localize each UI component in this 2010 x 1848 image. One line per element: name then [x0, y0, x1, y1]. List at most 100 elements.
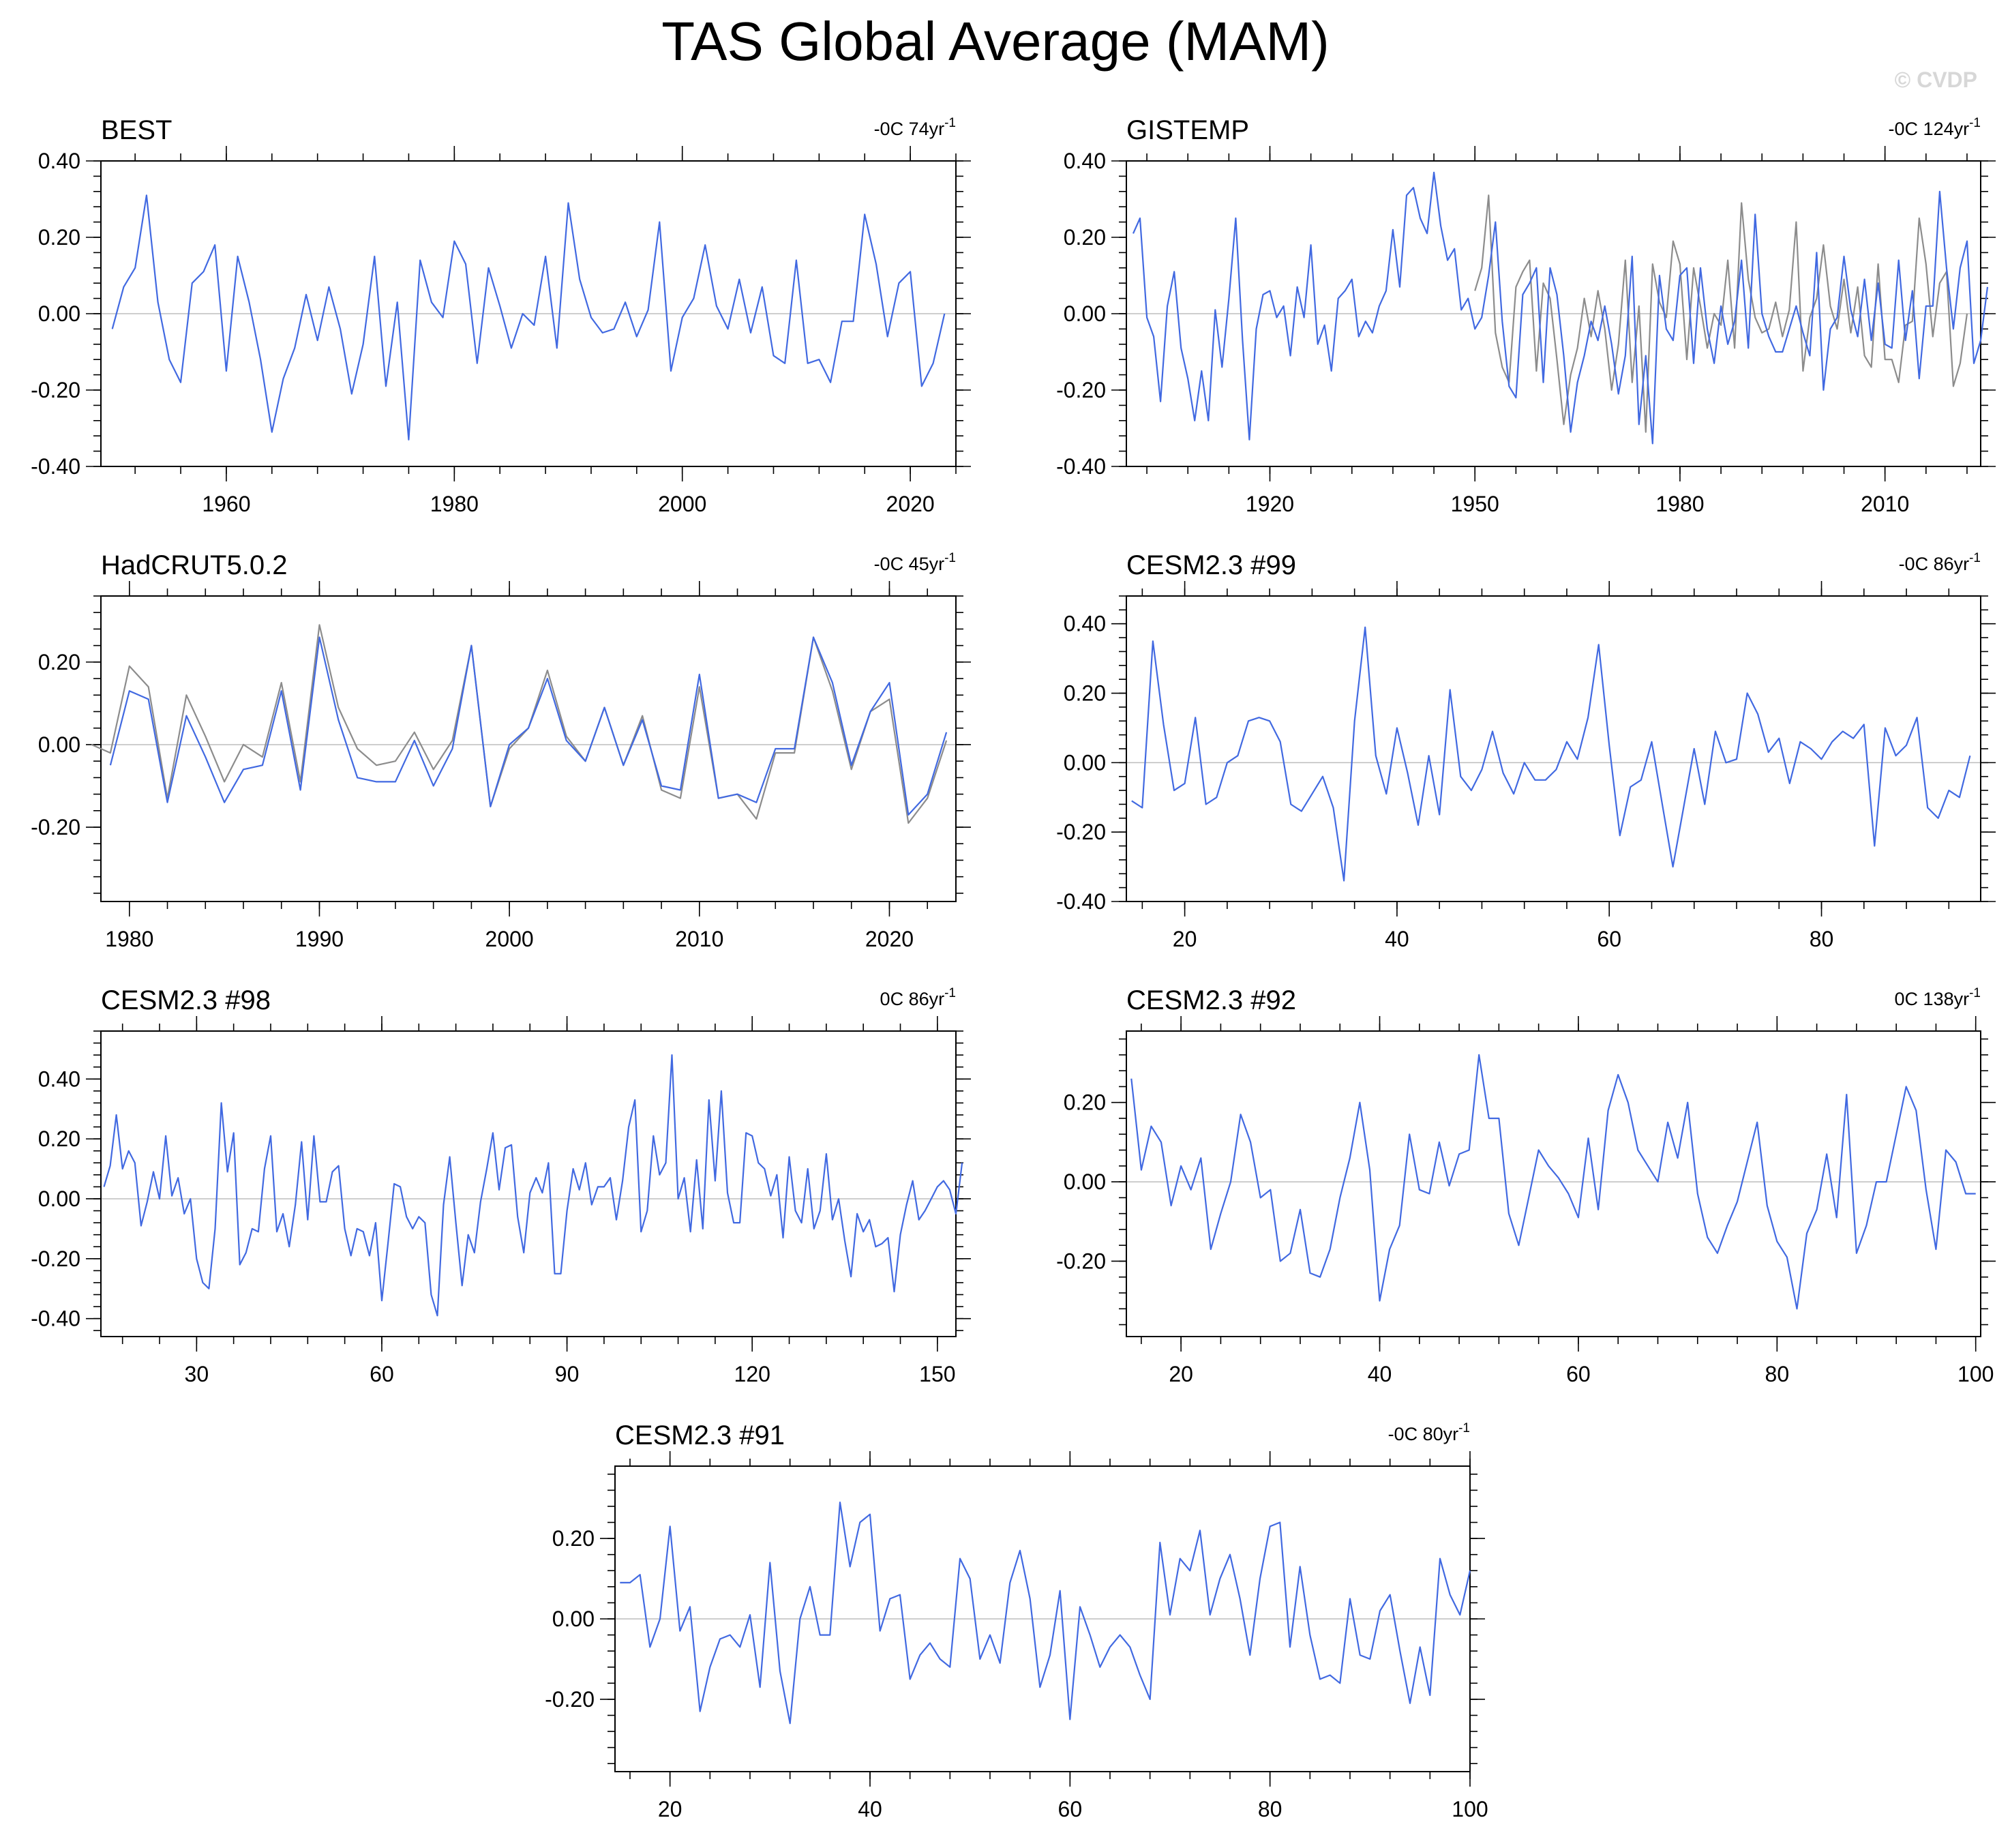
- y-tick-label: 0.00: [552, 1607, 595, 1631]
- x-tick-label: 120: [734, 1362, 770, 1386]
- trend-value: 0C 138yr: [1895, 989, 1970, 1009]
- x-tick-label: 1960: [202, 492, 250, 516]
- plot-frame: [100, 1030, 957, 1337]
- x-tick-label: 40: [858, 1797, 882, 1821]
- trend-exponent: -1: [944, 551, 956, 565]
- x-tick-label: 30: [185, 1362, 209, 1386]
- y-tick-label: -0.40: [31, 1307, 80, 1331]
- plot-frame: [1126, 595, 1981, 902]
- series-line-secondary: [1474, 194, 1968, 433]
- figure-title: TAS Global Average (MAM): [661, 11, 1330, 72]
- panel-title: GISTEMP: [1126, 115, 1249, 145]
- y-tick-label: -0.20: [31, 378, 80, 402]
- y-tick-label: 0.20: [1064, 225, 1106, 250]
- chart-panel-best: BEST -0C 74yr-1 -0.40 -0.20 0.00 0.20 0.40 1960…: [31, 115, 971, 516]
- trend-label: 0C 138yr-1: [1895, 986, 1981, 1009]
- x-tick-label: 20: [1169, 1362, 1193, 1386]
- y-tick-label: 0.40: [38, 1067, 80, 1091]
- x-tick-label: 100: [1452, 1797, 1488, 1821]
- series-line-primary: [1132, 171, 1989, 445]
- x-tick-label: 100: [1957, 1362, 1994, 1386]
- x-tick-label: 1990: [295, 927, 344, 951]
- series-line-primary: [103, 1054, 963, 1317]
- trend-value: -0C 80yr: [1388, 1424, 1459, 1444]
- y-tick-label: 0.20: [38, 1127, 80, 1151]
- chart-panel-cesm2-3-98: CESM2.3 #98 0C 86yr-1 -0.40 -0.20 0.00 0.20 0.…: [31, 985, 971, 1386]
- x-tick-label: 1980: [430, 492, 479, 516]
- series-line-primary: [1130, 1054, 1976, 1310]
- panel-title: CESM2.3 #91: [615, 1420, 785, 1450]
- y-tick-label: 0.20: [38, 650, 80, 674]
- trend-label: -0C 45yr-1: [874, 551, 956, 574]
- x-tick-label: 20: [658, 1797, 682, 1821]
- trend-exponent: -1: [944, 986, 956, 1000]
- x-tick-label: 60: [370, 1362, 394, 1386]
- x-tick-label: 1980: [1655, 492, 1704, 516]
- series-line-primary: [109, 636, 948, 816]
- panel-title: HadCRUT5.0.2: [101, 550, 287, 580]
- x-tick-label: 2000: [485, 927, 534, 951]
- y-tick-label: -0.20: [1056, 1249, 1106, 1273]
- x-tick-label: 60: [1566, 1362, 1591, 1386]
- trend-exponent: -1: [1458, 1421, 1470, 1435]
- x-tick-label: 90: [555, 1362, 580, 1386]
- trend-label: -0C 80yr-1: [1388, 1421, 1470, 1444]
- x-tick-label: 150: [919, 1362, 955, 1386]
- chart-panel-cesm2-3-99: CESM2.3 #99 -0C 86yr-1 -0.40 -0.20 0.00 0.20 0…: [1056, 550, 1996, 951]
- x-tick-label: 40: [1368, 1362, 1392, 1386]
- y-tick-label: -0.20: [1056, 378, 1106, 402]
- chart-panel-cesm2-3-91: CESM2.3 #91 -0C 80yr-1 -0.20 0.00 0.20 20 40 60…: [545, 1420, 1488, 1821]
- x-tick-label: 2010: [675, 927, 723, 951]
- y-tick-label: 0.00: [1064, 1169, 1106, 1194]
- trend-exponent: -1: [1969, 986, 1981, 1000]
- y-tick-label: -0.20: [31, 1247, 80, 1271]
- x-tick-label: 60: [1597, 927, 1621, 951]
- x-tick-label: 2020: [865, 927, 914, 951]
- y-tick-label: 0.20: [38, 225, 80, 250]
- y-tick-label: -0.40: [31, 454, 80, 479]
- y-tick-label: -0.20: [1056, 820, 1106, 844]
- y-tick-label: 0.20: [552, 1526, 595, 1551]
- x-tick-label: 80: [1810, 927, 1834, 951]
- y-tick-label: 0.00: [38, 732, 80, 757]
- trend-label: -0C 86yr-1: [1899, 551, 1981, 574]
- y-tick-label: 0.40: [1064, 149, 1106, 173]
- panel-title: CESM2.3 #98: [101, 985, 271, 1015]
- x-tick-label: 2020: [886, 492, 935, 516]
- chart-panel-hadcrut5-0-2: HadCRUT5.0.2 -0C 45yr-1 -0.20 0.00 0.20 1980 1…: [31, 550, 971, 951]
- trend-exponent: -1: [1969, 551, 1981, 565]
- trend-exponent: -1: [1969, 116, 1981, 130]
- plot-frame: [1126, 1030, 1981, 1337]
- x-tick-label: 1950: [1451, 492, 1499, 516]
- trend-value: -0C 74yr: [874, 119, 945, 139]
- x-tick-label: 1920: [1246, 492, 1294, 516]
- series-line-primary: [1131, 626, 1971, 882]
- x-tick-label: 2000: [658, 492, 706, 516]
- y-tick-label: 0.00: [1064, 301, 1106, 326]
- chart-panel-cesm2-3-92: CESM2.3 #92 0C 138yr-1 -0.20 0.00 0.20 20 40 60…: [1056, 985, 1996, 1386]
- trend-value: -0C 86yr: [1899, 554, 1970, 574]
- y-tick-label: 0.00: [38, 1187, 80, 1211]
- watermark: © CVDP: [1895, 68, 1977, 92]
- chart-panel-gistemp: GISTEMP -0C 124yr-1 -0.40 -0.20 0.00 0.20 0.40…: [1056, 115, 1996, 516]
- x-tick-label: 2010: [1861, 492, 1909, 516]
- y-tick-label: 0.40: [38, 149, 80, 173]
- panel-title: CESM2.3 #92: [1126, 985, 1296, 1015]
- y-tick-label: -0.40: [1056, 454, 1106, 479]
- trend-label: 0C 86yr-1: [880, 986, 956, 1009]
- y-tick-label: -0.20: [545, 1687, 595, 1712]
- x-tick-label: 80: [1258, 1797, 1282, 1821]
- x-tick-label: 40: [1385, 927, 1409, 951]
- y-tick-label: 0.20: [1064, 681, 1106, 706]
- y-tick-label: 0.00: [38, 301, 80, 326]
- trend-label: -0C 74yr-1: [874, 116, 956, 139]
- trend-value: -0C 45yr: [874, 554, 945, 574]
- x-tick-label: 80: [1765, 1362, 1790, 1386]
- x-tick-label: 60: [1058, 1797, 1083, 1821]
- panel-title: BEST: [101, 115, 172, 145]
- y-tick-label: 0.20: [1064, 1090, 1106, 1115]
- y-tick-label: 0.40: [1064, 612, 1106, 636]
- y-tick-label: -0.20: [31, 815, 80, 839]
- series-line-primary: [620, 1502, 1471, 1725]
